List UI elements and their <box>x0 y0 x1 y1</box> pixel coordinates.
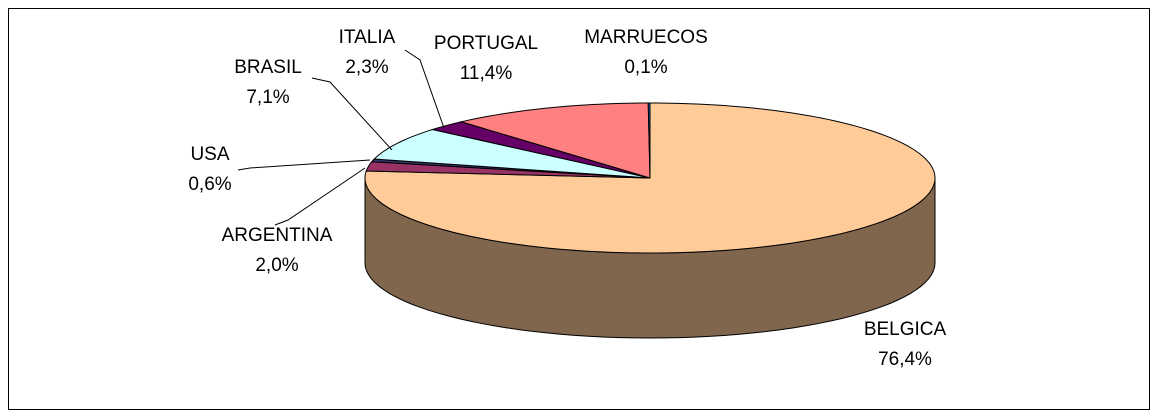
slice-label: MARRUECOS <box>584 27 708 48</box>
slice-label: PORTUGAL <box>434 33 538 54</box>
leader-line <box>274 167 366 226</box>
leader-line <box>404 49 445 129</box>
leader-line <box>237 159 371 171</box>
pie-slice <box>459 102 651 179</box>
pie-slice <box>647 102 651 179</box>
pie-slice <box>373 129 651 179</box>
slice-value-label: 0,6% <box>188 174 231 195</box>
slice-label: USA <box>190 144 229 165</box>
pie <box>364 102 936 339</box>
slice-label: ITALIA <box>339 27 396 48</box>
slice-label: BRASIL <box>234 57 302 78</box>
slice-value-label: 76,4% <box>878 349 932 370</box>
slice-label: ARGENTINA <box>222 225 333 246</box>
slice-value-label: 2,3% <box>345 57 388 78</box>
slice-value-label: 0,1% <box>624 57 667 78</box>
pie-slice <box>430 121 651 179</box>
leader-line <box>311 77 393 151</box>
slice-value-label: 11,4% <box>460 63 513 84</box>
leader-lines <box>237 49 445 226</box>
slice-value-label: 2,0% <box>255 255 298 276</box>
slice-label: BELGICA <box>864 319 947 340</box>
slice-value-label: 7,1% <box>246 87 289 108</box>
